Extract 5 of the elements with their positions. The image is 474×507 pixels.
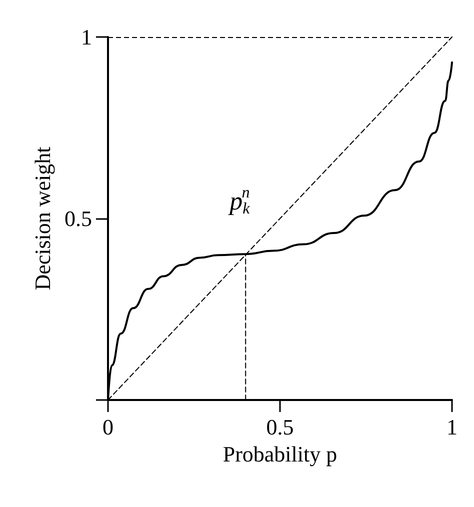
y-axis-title: Decision weight: [30, 146, 56, 290]
x-tick-label: 0.5: [266, 414, 294, 440]
x-axis-title: Probability p: [222, 441, 338, 466]
x-tick-label: 0: [102, 414, 114, 440]
x-tick-label: 1: [446, 414, 458, 440]
